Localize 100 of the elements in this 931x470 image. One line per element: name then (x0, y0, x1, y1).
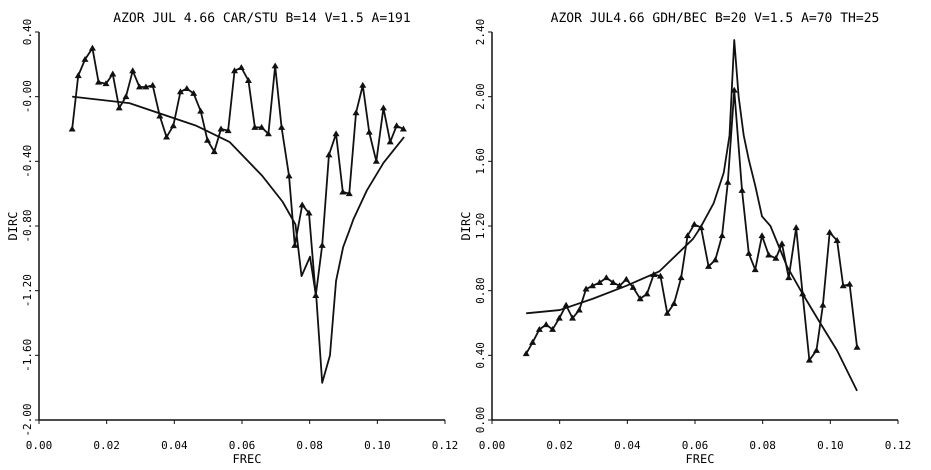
point (698, 224, 705, 230)
point (610, 279, 617, 286)
point (840, 282, 847, 288)
point (569, 314, 576, 321)
y-tick-label: 0.80 (474, 277, 487, 304)
point (602, 274, 610, 280)
point (332, 130, 340, 136)
point (204, 136, 211, 143)
point (197, 108, 204, 114)
point (643, 290, 650, 296)
point (765, 252, 772, 258)
x-tick-label: 0.08 (749, 439, 776, 452)
point (556, 314, 563, 321)
point (95, 78, 102, 85)
point (650, 271, 658, 277)
x-tick-label: 0.12 (884, 439, 912, 452)
point (258, 124, 266, 130)
point (812, 346, 820, 353)
point (678, 274, 685, 280)
x-tick-label: 0.04 (161, 439, 188, 452)
point (636, 295, 644, 302)
point (854, 344, 861, 350)
point (359, 82, 366, 88)
point (819, 302, 826, 308)
point (834, 237, 841, 243)
y-tick-label: 2.00 (474, 83, 487, 110)
point (596, 279, 604, 286)
x-tick-label: 0.08 (296, 439, 323, 452)
point (251, 124, 258, 130)
point (286, 172, 293, 178)
point (778, 240, 786, 246)
point (712, 256, 719, 262)
y-tick-label: -0.00 (21, 80, 34, 114)
point (588, 282, 596, 288)
point (218, 126, 225, 132)
x-axis-title: FREC (232, 452, 262, 466)
x-tick-label: 0.10 (364, 439, 391, 452)
y-tick-label: 0.40 (474, 342, 487, 369)
point (718, 232, 726, 238)
point (684, 232, 692, 238)
point (122, 93, 130, 100)
point (393, 122, 400, 128)
point (176, 88, 184, 94)
point (380, 104, 387, 110)
point (792, 224, 800, 230)
point (529, 338, 536, 345)
y-tick-label: 2.40 (474, 18, 487, 46)
y-tick-label: 1.60 (474, 148, 487, 175)
point (272, 62, 279, 68)
point (656, 272, 664, 279)
point (536, 326, 543, 332)
point (724, 178, 732, 185)
point (616, 282, 624, 288)
point (163, 134, 170, 140)
point (758, 232, 766, 238)
x-tick-label: 0.06 (228, 439, 256, 452)
point (400, 126, 407, 132)
x-tick-label: 0.10 (817, 439, 844, 452)
x-tick-label: 0.02 (546, 439, 573, 452)
x-tick-label: 0.12 (432, 439, 458, 452)
chart-title: AZOR JUL4.66 GDH/BEC B=20 V=1.5 A=70 TH=25 (550, 11, 880, 26)
point (542, 321, 550, 328)
point (278, 124, 286, 130)
point (799, 290, 806, 296)
point (298, 201, 306, 208)
point (562, 302, 570, 308)
point (622, 276, 630, 282)
y-tick-label: -2.00 (21, 403, 34, 437)
point (325, 151, 332, 158)
x-axis-title: FREC (686, 452, 714, 466)
point (305, 210, 312, 216)
point (102, 80, 110, 86)
point (129, 67, 136, 74)
point (170, 122, 177, 128)
point (664, 310, 671, 316)
point (74, 72, 82, 78)
point (238, 64, 245, 70)
point (705, 262, 712, 269)
point (244, 77, 252, 83)
point (690, 220, 698, 227)
y-tick-label: 1.20 (474, 212, 487, 240)
point (88, 44, 96, 51)
y-tick-label: -1.60 (21, 338, 34, 372)
x-tick-label: 0.02 (93, 439, 120, 452)
point (576, 306, 583, 313)
point (68, 126, 76, 132)
point (826, 228, 834, 235)
point (264, 130, 272, 136)
point (210, 148, 218, 154)
point (190, 90, 198, 96)
y-tick-label: 0.40 (21, 18, 34, 46)
point (582, 286, 590, 292)
y-tick-label: 0.00 (474, 406, 487, 434)
point (346, 190, 353, 196)
point (386, 138, 394, 144)
x-tick-label: 0.04 (614, 439, 641, 452)
point (183, 85, 190, 92)
point (730, 86, 738, 93)
point (738, 186, 746, 193)
point (670, 300, 678, 306)
